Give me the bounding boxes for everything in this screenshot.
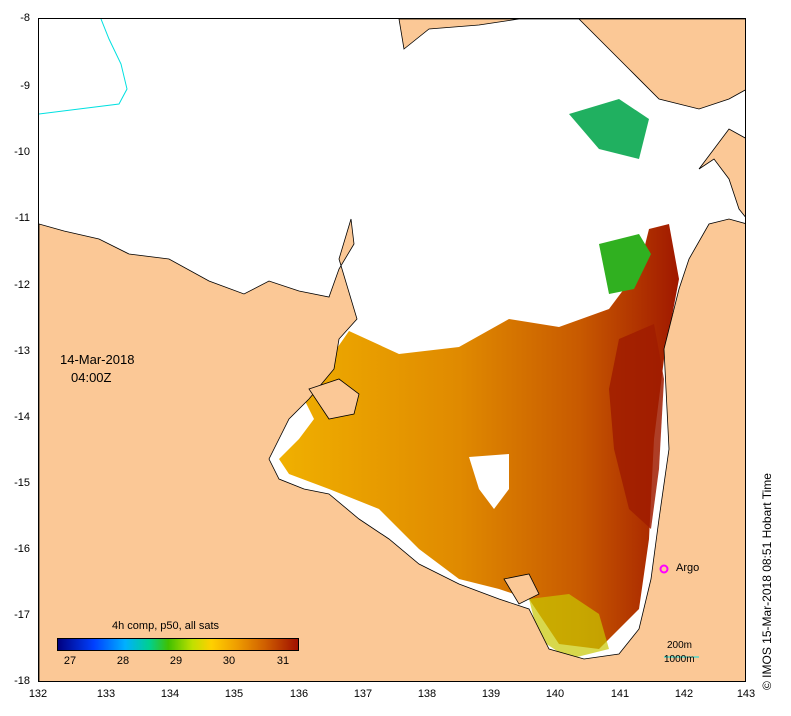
y-tick-label: -17 (14, 609, 30, 621)
y-tick-label: -18 (14, 675, 30, 687)
x-tick-label: 136 (289, 688, 309, 700)
map-frame (38, 18, 746, 682)
y-tick-label: -11 (14, 212, 30, 224)
timestamp-label: 14-Mar-2018 04:00Z (60, 351, 134, 387)
sst-green-patch-north (599, 234, 651, 294)
y-tick-label: -13 (14, 345, 30, 357)
x-tick-label: 135 (224, 688, 244, 700)
x-tick-label: 139 (481, 688, 501, 700)
colorbar-tick: 27 (63, 655, 77, 667)
y-tick-label: -15 (14, 477, 30, 489)
depth-contour-200m (39, 19, 128, 115)
argo-label: Argo (676, 562, 700, 574)
land-island-south (503, 573, 540, 605)
x-tick-label: 143 (736, 688, 756, 700)
land-new-guinea (398, 19, 745, 110)
time-text: 04:00Z (71, 370, 112, 385)
y-tick-label: -9 (20, 80, 30, 92)
colorbar-tick: 28 (116, 655, 130, 667)
land-cape-york (698, 128, 745, 218)
colorbar-title: 4h comp, p50, all sats (112, 620, 220, 632)
y-tick-label: -8 (20, 12, 30, 24)
land-arnhem (39, 218, 745, 681)
x-tick-label: 137 (353, 688, 373, 700)
x-tick-label: 142 (674, 688, 694, 700)
x-tick-label: 132 (28, 688, 48, 700)
date-text: 14-Mar-2018 (60, 352, 135, 367)
sst-cooler-south (529, 594, 609, 659)
depth-legend-1000m: 1000m (664, 654, 695, 665)
sst-warm-region (279, 224, 679, 649)
colorbar (57, 638, 299, 651)
x-tick-label: 141 (610, 688, 630, 700)
depth-legend-200m: 200m (667, 640, 693, 651)
sst-cloud-hole (469, 454, 509, 509)
y-tick-label: -10 (14, 146, 30, 158)
colorbar-tick: 31 (276, 655, 290, 667)
argo-marker[interactable] (659, 564, 669, 574)
x-tick-label: 134 (160, 688, 180, 700)
y-tick-label: -12 (14, 279, 30, 291)
credit-text: © IMOS 15-Mar-2018 08:51 Hobart Time (760, 473, 774, 690)
colorbar-tick: 29 (169, 655, 183, 667)
x-tick-label: 140 (545, 688, 565, 700)
x-tick-label: 138 (417, 688, 437, 700)
land-island-west (308, 378, 360, 420)
sst-map (39, 19, 745, 681)
x-tick-label: 133 (96, 688, 116, 700)
colorbar-tick: 30 (222, 655, 236, 667)
sst-hot-core (609, 324, 664, 529)
y-tick-label: -16 (14, 543, 30, 555)
sst-green-patch-northeast (569, 99, 649, 159)
y-tick-label: -14 (14, 411, 30, 423)
